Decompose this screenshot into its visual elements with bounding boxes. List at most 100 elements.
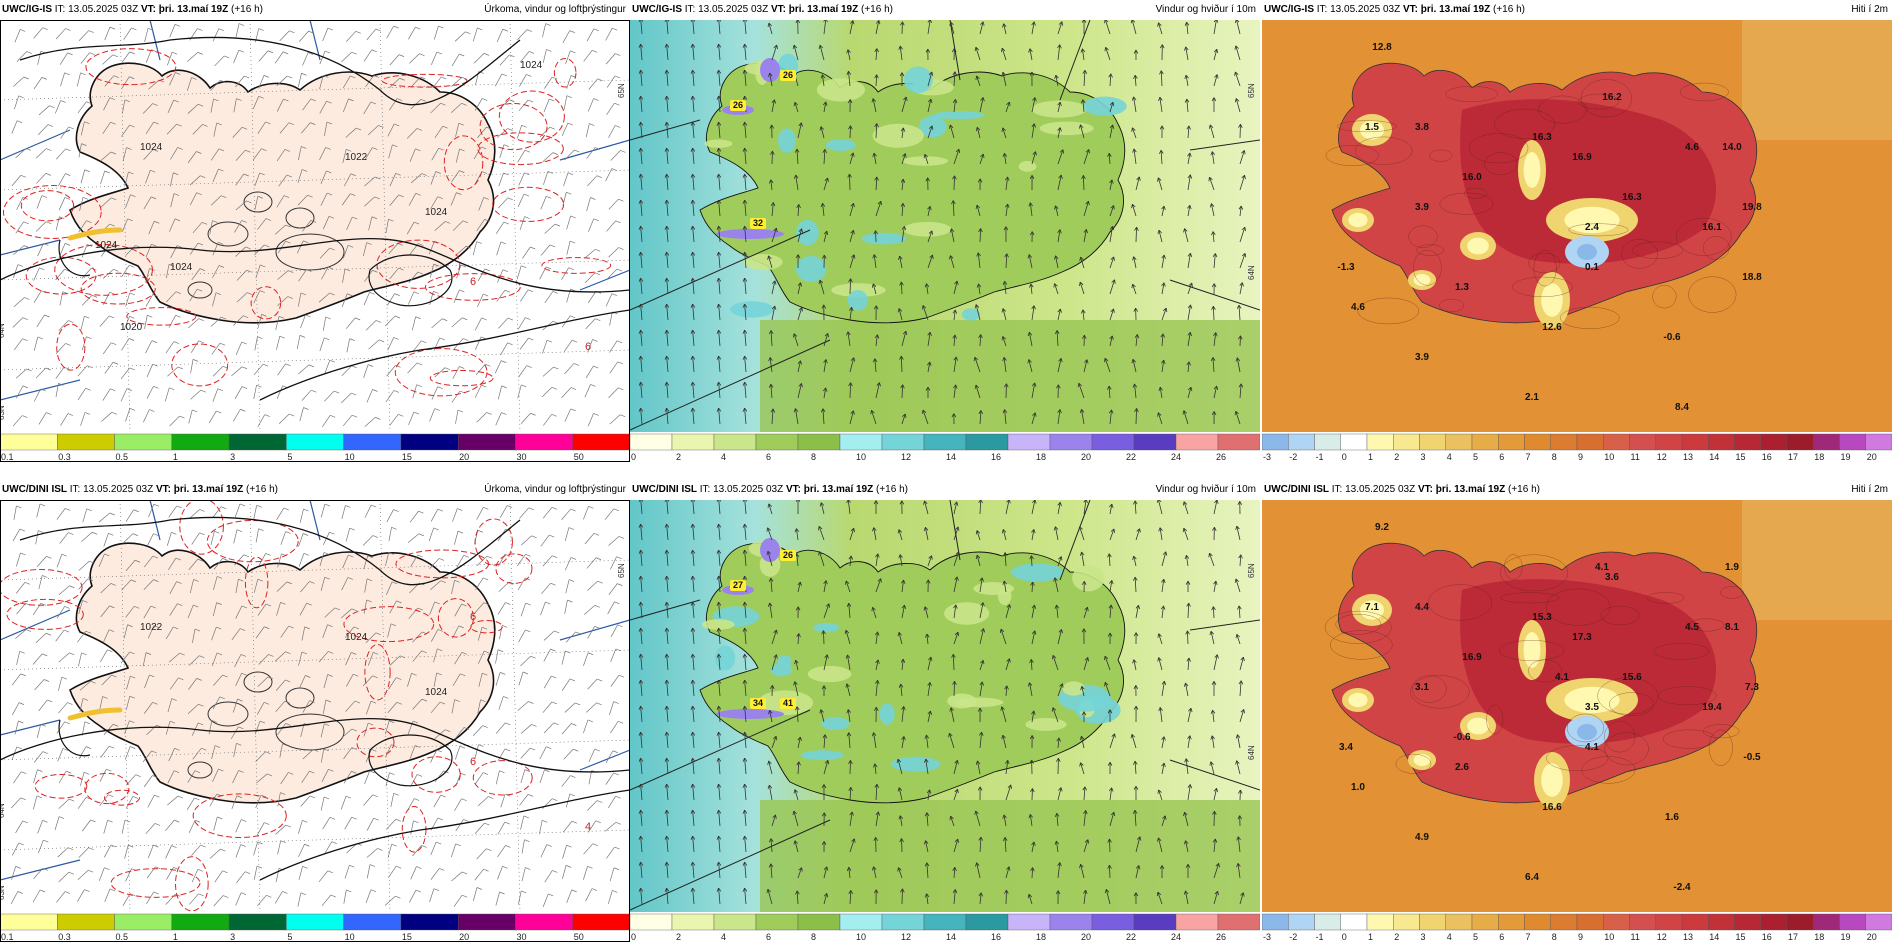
temp-contour-label: 4	[585, 821, 591, 833]
colorbar-tick-label: 12	[1657, 452, 1667, 462]
colorbar-tick-label: 4	[1447, 452, 1452, 462]
colorbar-tick-label: 2	[676, 452, 681, 462]
map-panel-temp: UWC/DINI ISL IT: 13.05.2025 03Z VT: þri.…	[1262, 480, 1892, 950]
colorbar-tick-label: 30	[516, 932, 526, 942]
colorbar-swatch	[797, 433, 841, 451]
colorbar-swatch	[171, 913, 230, 931]
valid-time-label: VT:	[155, 484, 171, 495]
map-area[interactable]: 9.2 7.1 4.4 3.1 3.4 1.0 2.6 4.9 6.4 16.9 15.3 17.3 3…	[1262, 500, 1892, 912]
colorbar-swatch	[923, 433, 967, 451]
colorbar-tick-label: 10	[345, 452, 355, 462]
temperature-label: 2.6	[1455, 762, 1469, 773]
colorbar-swatch	[1217, 433, 1260, 451]
map-area[interactable]: 12.8 1.5 3.8 3.9 -1.3 4.6 1.3 3.9 2.1 16.0 16.3 16.…	[1262, 20, 1892, 432]
colorbar-tick-label: 3	[230, 932, 235, 942]
map-panel-precip: UWC/IG-IS IT: 13.05.2025 03Z VT: þri. 13…	[0, 0, 630, 470]
colorbar-swatch	[1603, 913, 1630, 931]
colorbar-tick-label: 2	[1394, 932, 1399, 942]
colorbar-swatch	[228, 913, 287, 931]
init-time-label: IT:	[1331, 484, 1343, 495]
colorbar-swatch	[114, 433, 173, 451]
colorbar-tick-label: 14	[1709, 932, 1719, 942]
colorbar-tick-label: 5	[287, 452, 292, 462]
map-area[interactable]: 1024 1022 1024 1024 1024 1024 1020 6 6 65N 64N 63N	[0, 20, 630, 432]
colorbar-tick-label: -3	[1263, 452, 1271, 462]
init-time: 13.05.2025 03Z	[83, 484, 154, 495]
temperature-label: 4.1	[1555, 672, 1569, 683]
panel-header: UWC/DINI ISL IT: 13.05.2025 03Z VT: þri.…	[1262, 480, 1892, 500]
temperature-label: 1.9	[1725, 562, 1739, 573]
colorbar-tick-label: -3	[1263, 932, 1271, 942]
panel-run-info: UWC/DINI ISL IT: 13.05.2025 03Z VT: þri.…	[1264, 480, 1540, 500]
colorbar-tick-label: 24	[1171, 452, 1181, 462]
colorbar-swatch	[1133, 913, 1177, 931]
colorbar-swatch	[1314, 913, 1341, 931]
colorbar-tick-label: 19	[1841, 452, 1851, 462]
colorbar-swatch	[713, 913, 757, 931]
colorbar-swatch	[57, 913, 115, 931]
colorbar-tick-label: 7	[1526, 932, 1531, 942]
colorbar-tick-label: 5	[1473, 932, 1478, 942]
map-area[interactable]: 26 27 34 41 65N 64N	[630, 500, 1260, 912]
colorbar-tick-label: 20	[1081, 452, 1091, 462]
colorbar-swatch	[1839, 433, 1866, 451]
colorbar-tick-label: 3	[230, 452, 235, 462]
iceland-map: 1024 1022 1024 1024 1024 1024 1020 6 6 65N 64N 63N	[0, 20, 630, 432]
colorbar-tick-label: 0.3	[58, 932, 71, 942]
colorbar-tick-label: 1	[1368, 932, 1373, 942]
valid-time-label: VT:	[1402, 4, 1418, 15]
model-name: UWC/IG-IS	[1264, 4, 1314, 15]
temperature-label: 16.1	[1702, 222, 1722, 233]
colorbar-swatch	[1262, 433, 1289, 451]
panel-run-info: UWC/IG-IS IT: 13.05.2025 03Z VT: þri. 13…	[632, 0, 893, 20]
pressure-label: 1024	[95, 240, 118, 251]
colorbar-tick-label: 15	[1736, 932, 1746, 942]
latitude-label: 64N	[1247, 265, 1256, 280]
temperature-label: 3.4	[1339, 742, 1353, 753]
temperature-label: 7.1	[1365, 602, 1379, 613]
precip-colorbar: 0.1 0.3 0.5 1 3 5 10 15 20 30 50	[0, 433, 630, 462]
panel-header: UWC/DINI ISL IT: 13.05.2025 03Z VT: þri.…	[0, 480, 630, 500]
colorbar-tick-label: 16	[1762, 452, 1772, 462]
latitude-label: 64N	[0, 323, 6, 338]
valid-time: þri. 13.maí 19Z	[803, 484, 874, 495]
temp-colorbar: -3 -2 -1 0 1 2 3 4 5 6 7 8 9 10 11 12 13 14 15 16 17 18 19 20	[1262, 913, 1892, 942]
colorbar-tick-label: 10	[345, 932, 355, 942]
valid-time: þri. 13.maí 19Z	[173, 484, 244, 495]
colorbar-tick-label: 9	[1578, 452, 1583, 462]
colorbar-swatch	[797, 913, 841, 931]
latitude-label: 65N	[617, 563, 626, 578]
colorbar-swatch	[1049, 433, 1093, 451]
panel-run-info: UWC/DINI ISL IT: 13.05.2025 03Z VT: þri.…	[632, 480, 908, 500]
colorbar-tick-label: 26	[1216, 932, 1226, 942]
colorbar-swatch	[1498, 913, 1525, 931]
map-area[interactable]: 1022 1024 1024 6 4 6 65N 64N 63N	[0, 500, 630, 912]
colorbar-swatch	[965, 913, 1009, 931]
temperature-label: -0.6	[1453, 732, 1471, 743]
colorbar-tick-label: 17	[1788, 932, 1798, 942]
temperature-label: 2.4	[1585, 222, 1599, 233]
colorbar-tick-label: -1	[1316, 932, 1324, 942]
colorbar-tick-label: 3	[1421, 932, 1426, 942]
colorbar-tick-label: 6	[766, 932, 771, 942]
temperature-label: 16.3	[1622, 192, 1642, 203]
colorbar-tick-label: 20	[1867, 932, 1877, 942]
map-area[interactable]: 26 26 32 65N 64N	[630, 20, 1260, 432]
colorbar-tick-label: 12	[901, 452, 911, 462]
temperature-label: 7.3	[1745, 682, 1759, 693]
temperature-label: 8.4	[1675, 402, 1689, 413]
lead-time: (+16 h)	[1493, 4, 1525, 15]
colorbar-swatch	[1786, 433, 1814, 451]
colorbar-swatch	[1603, 433, 1630, 451]
colorbar-tick-label: 3	[1421, 452, 1426, 462]
colorbar-tick-label: 15	[402, 932, 412, 942]
lead-time: (+16 h)	[231, 4, 263, 15]
colorbar-tick-label: 13	[1683, 932, 1693, 942]
colorbar-swatch	[881, 433, 925, 451]
colorbar-swatch	[0, 913, 58, 931]
map-panel-temp: UWC/IG-IS IT: 13.05.2025 03Z VT: þri. 13…	[1262, 0, 1892, 470]
colorbar-swatch	[630, 913, 673, 931]
colorbar-swatch	[1760, 433, 1788, 451]
panel-header: UWC/IG-IS IT: 13.05.2025 03Z VT: þri. 13…	[1262, 0, 1892, 20]
lead-time: (+16 h)	[861, 4, 893, 15]
